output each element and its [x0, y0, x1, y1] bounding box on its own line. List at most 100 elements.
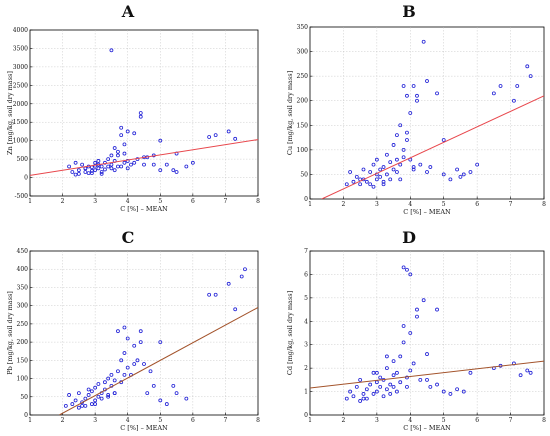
data-point — [391, 167, 396, 172]
data-point — [106, 164, 111, 169]
data-point — [364, 179, 369, 184]
data-point — [83, 170, 88, 174]
data-point — [361, 167, 366, 172]
data-point — [344, 396, 349, 401]
x-tick-label: 5 — [158, 198, 162, 205]
panel-a: 1 2 3 4 5 6 7 8 -500 0 500 1000 1500 2000 2500 3000 3500… — [6, 27, 260, 213]
x-tick-label: 3 — [375, 201, 379, 208]
data-point — [112, 168, 117, 173]
data-point — [374, 157, 379, 162]
data-point — [398, 354, 403, 359]
data-point — [89, 169, 94, 173]
data-point — [89, 171, 94, 176]
y-tick-label: 0 — [24, 175, 28, 182]
data-point — [354, 174, 359, 179]
data-point — [528, 370, 533, 375]
data-point — [106, 157, 111, 162]
y-axis-label-c: Pb [mg/kg, soil dry mass] — [6, 291, 14, 375]
data-point — [401, 324, 406, 328]
data-point — [461, 389, 466, 394]
data-point — [401, 155, 406, 160]
panel-d-letter: D — [402, 228, 416, 247]
data-point — [374, 177, 379, 182]
data-point — [171, 383, 176, 388]
data-point — [164, 162, 169, 167]
data-point — [381, 394, 386, 399]
data-point — [398, 123, 403, 128]
data-point — [135, 358, 140, 363]
data-point — [475, 162, 480, 167]
regression-line-a — [30, 139, 258, 176]
points-b — [344, 39, 533, 189]
data-point — [190, 160, 195, 165]
plot-area-a — [29, 29, 259, 197]
data-point — [408, 368, 413, 373]
data-point — [116, 329, 120, 334]
data-point — [119, 133, 124, 138]
y-tick-label: 7 — [304, 248, 308, 255]
x-tick-label: 7 — [224, 417, 228, 424]
data-point — [421, 298, 426, 303]
data-point — [158, 398, 163, 403]
data-point — [388, 160, 393, 165]
data-point — [408, 272, 413, 277]
x-tick-label: 3 — [375, 417, 379, 424]
data-point — [398, 177, 403, 182]
data-point — [174, 391, 179, 396]
data-point — [129, 162, 133, 167]
data-point — [109, 373, 114, 377]
data-point — [76, 391, 81, 396]
data-point — [99, 170, 104, 174]
data-point — [119, 358, 124, 363]
data-point — [73, 160, 78, 165]
data-point — [415, 314, 419, 319]
data-point — [109, 162, 114, 167]
data-point — [122, 351, 127, 355]
y-tick-label: 250 — [297, 73, 309, 80]
data-point — [368, 170, 373, 174]
data-point — [109, 153, 114, 158]
data-point — [388, 382, 393, 387]
data-point — [364, 387, 369, 392]
regression-line-c — [59, 307, 258, 415]
data-point — [138, 329, 143, 334]
x-tick-label: 5 — [158, 417, 162, 424]
data-point — [381, 182, 386, 187]
data-point — [174, 170, 179, 174]
data-point — [80, 162, 85, 167]
y-tick-label: 3500 — [13, 45, 28, 52]
data-point — [213, 133, 218, 138]
y-tick-label: 350 — [17, 284, 29, 291]
data-point — [368, 182, 373, 187]
data-point — [125, 159, 130, 163]
data-point — [395, 170, 399, 174]
data-point — [125, 365, 130, 370]
data-point — [358, 182, 363, 187]
y-tick-label: 300 — [297, 49, 309, 56]
panel-b-letter: B — [402, 2, 416, 21]
x-tick-label: 3 — [93, 198, 97, 205]
data-point — [116, 369, 120, 374]
data-point — [458, 174, 463, 179]
data-point — [405, 138, 409, 142]
data-point — [401, 84, 406, 88]
data-point — [371, 162, 376, 167]
data-point — [132, 343, 137, 348]
x-tick-label: 4 — [408, 417, 412, 424]
data-point — [184, 396, 189, 401]
data-point — [384, 152, 389, 157]
data-point — [401, 147, 406, 152]
data-point — [243, 267, 247, 272]
x-tick-label: 6 — [191, 198, 195, 205]
data-point — [381, 165, 386, 169]
plot-area-d — [309, 250, 545, 416]
data-point — [405, 93, 409, 98]
x-tick-label: 2 — [342, 201, 346, 208]
regression-line-b — [321, 95, 544, 199]
data-point — [384, 172, 389, 177]
data-point — [132, 362, 137, 366]
data-point — [378, 375, 383, 380]
data-point — [151, 383, 156, 388]
data-point — [138, 340, 143, 345]
